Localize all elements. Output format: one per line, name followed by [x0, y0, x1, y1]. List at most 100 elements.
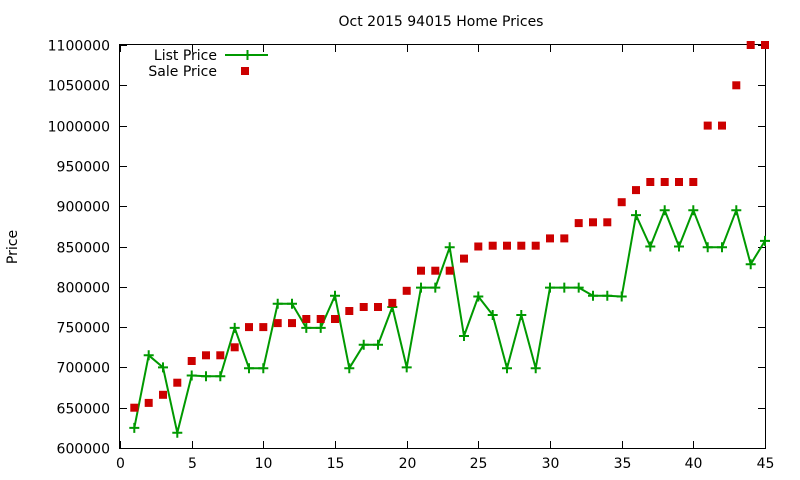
y-axis-label: Price: [5, 230, 21, 264]
list-price-point: [602, 290, 613, 301]
sale-price-point: [316, 315, 325, 323]
sale-price-point: [259, 323, 268, 332]
y-tick-label: 750000: [57, 321, 110, 337]
x-tick-label: 15: [327, 456, 345, 472]
sale-price-point: [703, 121, 712, 130]
list-price-point: [373, 339, 383, 350]
list-price-point: [401, 362, 412, 373]
list-price-point: [631, 210, 641, 221]
list-price-point: [158, 362, 168, 373]
sale-price-point: [632, 186, 640, 195]
list-price-point: [444, 242, 455, 253]
list-price-point: [502, 363, 512, 374]
x-tick-label: 0: [116, 456, 125, 472]
list-price-point: [344, 363, 355, 374]
sale-price-point: [431, 266, 440, 275]
list-price-point: [702, 242, 713, 253]
list-price-point: [645, 241, 656, 252]
list-price-point: [172, 427, 183, 438]
sale-price-point: [402, 286, 411, 295]
sale-price-point: [331, 315, 339, 323]
sale-price-point: [374, 303, 382, 311]
sale-price-point: [216, 351, 225, 360]
sale-price-point: [273, 319, 282, 328]
legend-marker-sale-price: [241, 67, 249, 75]
y-tick-label: 850000: [57, 241, 110, 257]
x-tick-label: 40: [685, 456, 703, 472]
y-tick-label: 900000: [57, 200, 110, 216]
sale-price-point: [746, 41, 755, 49]
y-tick-label: 800000: [57, 281, 110, 297]
list-price-point: [487, 310, 498, 320]
y-axis: 600000 650000 700000 750000 800000 850000 9000…: [48, 39, 765, 458]
sale-price-point: [359, 303, 368, 311]
list-price-point: [731, 205, 742, 216]
sale-price-point: [144, 398, 153, 407]
sale-price-point: [675, 178, 683, 186]
sale-price-point: [517, 241, 526, 250]
list-price-point: [573, 282, 584, 293]
sale-price-point: [531, 241, 540, 250]
list-price-point: [674, 241, 684, 252]
sale-price-point: [488, 241, 497, 250]
sale-price-point: [617, 198, 626, 207]
list-price-point: [315, 322, 326, 333]
legend: List Price Sale Price: [148, 48, 268, 80]
list-price-point: [186, 370, 197, 381]
sale-price-point: [230, 343, 239, 352]
y-tick-label: 1000000: [48, 120, 110, 136]
list-price-point: [215, 371, 226, 382]
list-price-point: [530, 363, 541, 374]
y-tick-label: 600000: [57, 442, 110, 458]
list-price-point: [358, 339, 369, 350]
list-price-point: [129, 422, 140, 433]
x-tick-label: 5: [188, 456, 197, 472]
sale-price-point: [173, 378, 182, 387]
sale-price-point: [474, 242, 483, 251]
sale-price-point: [417, 266, 425, 275]
y-tick-label: 650000: [57, 402, 110, 418]
sale-price-point: [345, 307, 354, 315]
list-price-point: [659, 205, 670, 216]
legend-label-list-price: List Price: [154, 48, 217, 64]
list-price-point: [301, 322, 312, 333]
sale-price-point: [732, 81, 741, 90]
sale-price-point: [460, 254, 468, 263]
chart-title: Oct 2015 94015 Home Prices: [339, 14, 544, 30]
sale-price-point: [388, 298, 397, 307]
sale-price-point: [603, 218, 612, 227]
list-price-point: [272, 298, 283, 309]
list-price-point: [459, 331, 469, 341]
x-axis: 0 5 10 15 20 25 30 35 40 45: [116, 45, 774, 472]
sale-price-point: [546, 234, 554, 243]
legend-label-sale-price: Sale Price: [148, 64, 217, 80]
list-price-point: [588, 290, 598, 301]
list-price-point: [717, 242, 727, 253]
sale-price-point: [560, 234, 569, 243]
x-tick-label: 25: [470, 456, 488, 472]
sale-price-point: [718, 121, 726, 130]
list-price-point: [201, 371, 211, 382]
y-tick-label: 1050000: [48, 79, 110, 95]
y-tick-label: 700000: [57, 361, 110, 377]
x-tick-label: 30: [542, 456, 560, 472]
list-price-point: [760, 235, 770, 246]
list-price-point: [416, 282, 426, 293]
sale-price-point: [288, 319, 296, 328]
list-price-point: [430, 282, 441, 293]
sale-price-point: [130, 403, 139, 412]
x-tick-label: 35: [614, 456, 632, 472]
sale-price-point: [574, 219, 583, 228]
sale-price-point: [245, 323, 253, 332]
list-price-point: [545, 282, 555, 293]
sale-price-point: [202, 351, 210, 360]
list-price-point: [244, 363, 254, 374]
list-price-point: [229, 322, 240, 333]
sale-price-point: [589, 218, 597, 227]
sale-price-point: [159, 390, 167, 399]
sale-price-point: [689, 178, 698, 186]
list-price-point: [287, 298, 297, 309]
list-price-point: [258, 363, 269, 374]
y-tick-label: 1100000: [48, 39, 110, 55]
x-tick-label: 45: [757, 456, 775, 472]
